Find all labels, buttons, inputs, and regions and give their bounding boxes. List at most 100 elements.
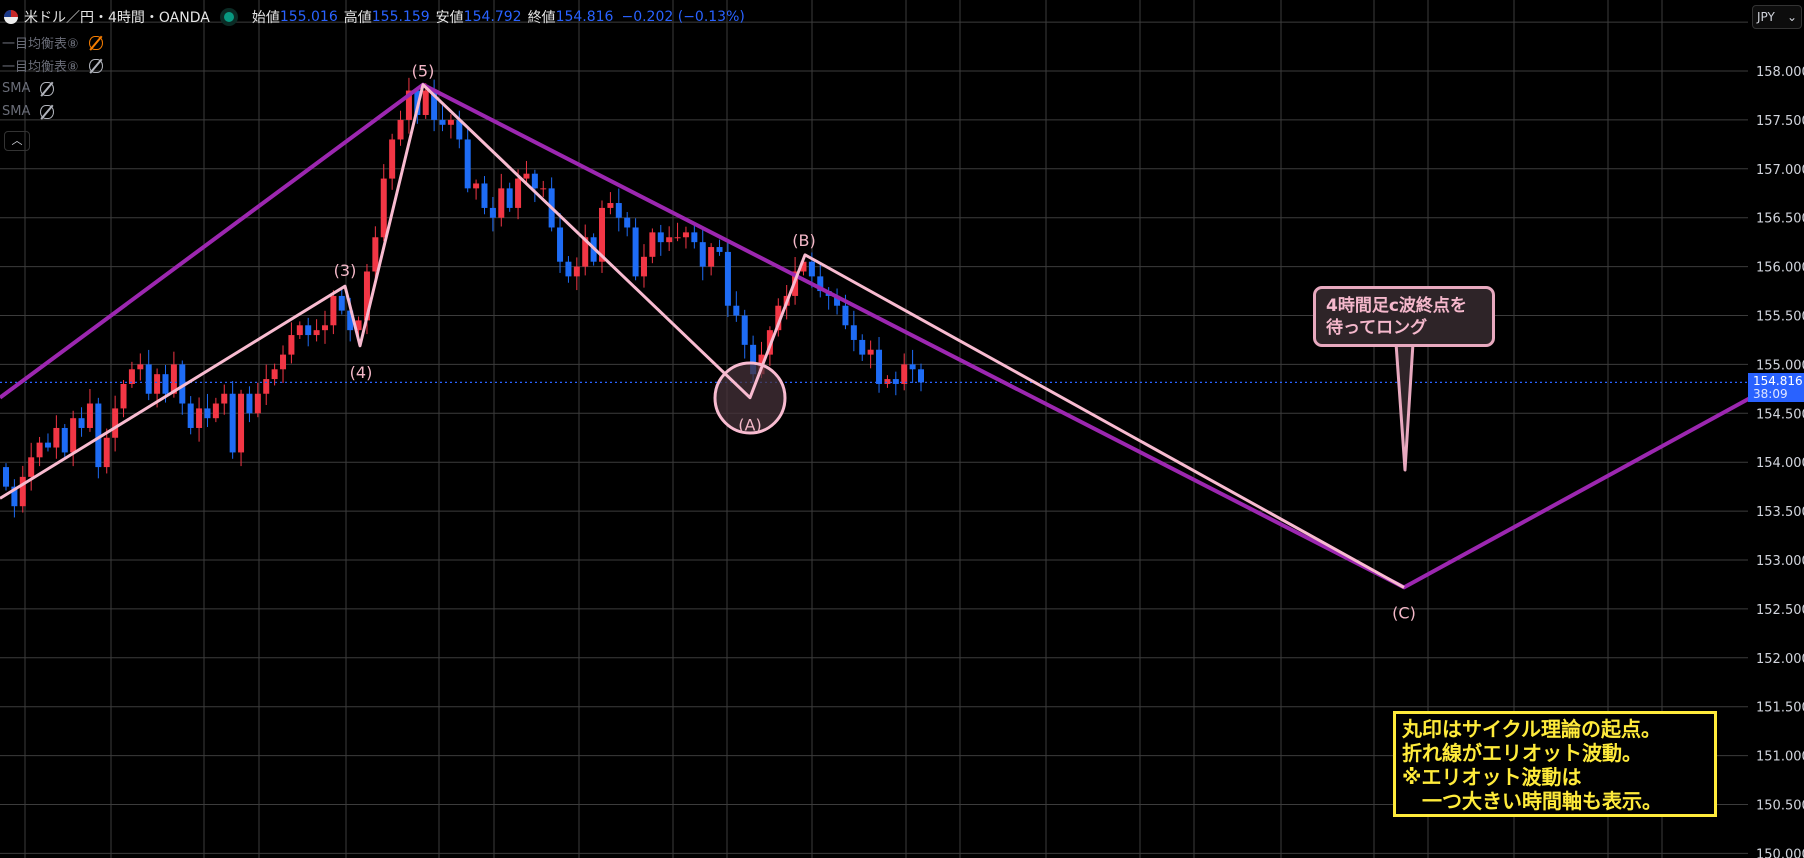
candle-body [212, 403, 219, 419]
candle-body [750, 344, 757, 375]
legend-sma-1[interactable]: SMA [2, 81, 55, 96]
candle-body [859, 339, 866, 355]
candle-body [624, 217, 631, 228]
price-tick-label: 154.500 [1756, 407, 1804, 422]
candle-body [447, 119, 454, 125]
candle-body [918, 369, 924, 383]
legend-sma-2[interactable]: SMA [2, 104, 55, 119]
change-value: −0.202 (−0.13%) [621, 9, 745, 25]
legend-ichimoku-2[interactable]: 一目均衡表⑧ [2, 56, 103, 75]
candle-body [506, 188, 513, 208]
candles [3, 77, 924, 518]
candle-body [330, 295, 337, 326]
high-label: 高値 [343, 10, 372, 26]
candle-body [196, 408, 203, 428]
candle-body [313, 330, 320, 336]
callout-annotation[interactable]: 4時間足c波終点を 待ってロング [1313, 286, 1495, 347]
indicator-label: 一目均衡表⑧ [2, 60, 79, 75]
candle-body [372, 237, 379, 272]
candle-body [674, 237, 681, 239]
candle-body [884, 379, 891, 384]
candle-body [582, 237, 589, 267]
eye-off-icon[interactable] [88, 58, 103, 73]
candle-body [540, 188, 547, 190]
candle-body [103, 437, 110, 468]
candle-body [254, 393, 261, 414]
candle-body [876, 349, 883, 384]
candle-body [86, 403, 93, 428]
close-value: 154.816 [555, 9, 614, 25]
candle-body [464, 139, 471, 189]
candle-body [397, 119, 404, 140]
candle-body [615, 203, 622, 218]
candle-body [187, 403, 194, 428]
chevron-up-icon: ︿ [11, 134, 23, 147]
eye-off-icon[interactable] [40, 104, 55, 119]
candle-body [834, 295, 841, 306]
candle-body [699, 242, 706, 267]
candle-body [909, 364, 916, 370]
elliott-wave-large[interactable] [0, 82, 1750, 590]
candle-body [498, 188, 505, 218]
callout-line-2: 待ってロング [1326, 318, 1428, 338]
wave-label: (5) [412, 62, 435, 81]
indicator-label: SMA [2, 81, 31, 96]
price-tick-label: 154.000 [1756, 456, 1804, 471]
close-label: 終値 [527, 10, 556, 26]
candle-body [481, 183, 488, 208]
note-text-box[interactable]: 丸印はサイクル理論の起点。 折れ線がエリオット波動。 ※エリオット波動は 一つ大… [1393, 711, 1717, 817]
price-tick-label: 151.500 [1756, 701, 1804, 716]
price-tick-label: 156.000 [1756, 261, 1804, 276]
candle-body [557, 227, 564, 262]
currency-select[interactable]: JPY ⌄ [1752, 5, 1802, 29]
candle-body [867, 349, 874, 355]
price-tick-label: 152.000 [1756, 652, 1804, 667]
candle-body [489, 207, 496, 218]
price-axis[interactable]: 158.000 157.500 157.000 156.500 156.000 155.5… [1756, 65, 1804, 858]
candle-body [338, 295, 345, 311]
low-label: 安値 [435, 10, 464, 26]
wave-label: (3) [334, 261, 357, 280]
eye-off-icon[interactable] [88, 35, 103, 50]
price-tick-label: 157.500 [1756, 114, 1804, 129]
candle-body [204, 408, 211, 419]
candle-body [842, 305, 849, 326]
candle-body [565, 261, 572, 277]
open-label: 始値 [251, 10, 280, 26]
wave-label: (A) [738, 416, 761, 435]
last-price-label: 154.816 38:09 [1748, 373, 1804, 402]
candle-body [11, 486, 18, 507]
candle-body [691, 232, 698, 243]
candle-body [53, 427, 60, 448]
candle-body [179, 364, 186, 404]
candle-body [708, 247, 715, 267]
symbol-title[interactable]: 米ドル／円・4時間・OANDA [24, 10, 210, 26]
candle-body [892, 379, 899, 384]
candle-body [657, 232, 664, 243]
legend-ichimoku-1[interactable]: 一目均衡表⑧ [2, 33, 103, 52]
eye-off-icon[interactable] [40, 81, 55, 96]
candle-body [649, 232, 656, 257]
candle-body [531, 173, 538, 189]
candle-body [817, 276, 824, 292]
candle-body [44, 442, 51, 448]
candle-body [682, 232, 689, 238]
candle-body [321, 325, 328, 331]
candle-body [640, 256, 647, 277]
price-tick-label: 152.500 [1756, 603, 1804, 618]
price-tick-label: 157.000 [1756, 163, 1804, 178]
candle-body [221, 393, 228, 404]
candle-body [28, 457, 35, 477]
symbol-header: 米ドル／円・4時間・OANDA 始値 155.016 高値 155.159 安値 15… [4, 6, 745, 28]
price-tick-label: 155.500 [1756, 310, 1804, 325]
candle-body [137, 364, 144, 370]
candle-body [263, 379, 270, 394]
candle-body [229, 393, 236, 453]
price-tick-label: 156.500 [1756, 212, 1804, 227]
collapse-legend-button[interactable]: ︿ [4, 131, 30, 151]
candle-body [850, 325, 857, 340]
candle-body [296, 325, 303, 336]
elliott-wave-small[interactable] [0, 83, 1405, 589]
candle-body [775, 305, 782, 331]
candle-body [808, 261, 815, 277]
